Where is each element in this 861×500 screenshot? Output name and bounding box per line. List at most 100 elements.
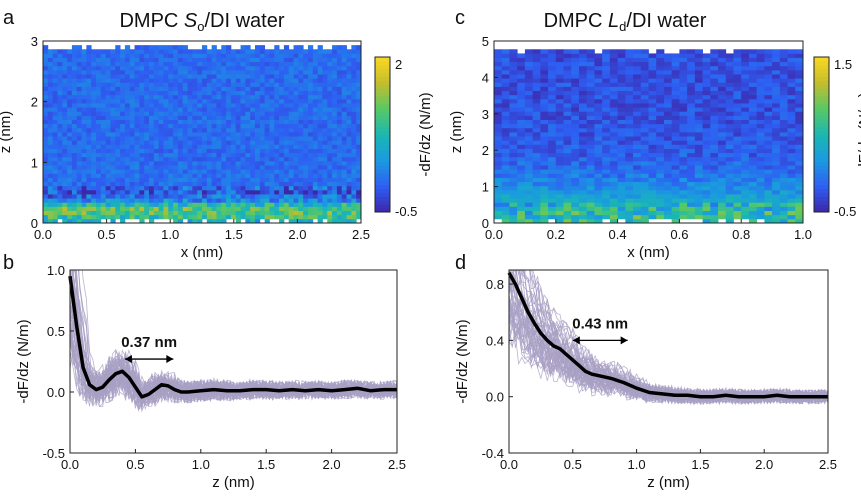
heatmap-cell <box>694 69 703 75</box>
heatmap-cell <box>346 189 352 195</box>
heatmap-cell <box>86 177 92 183</box>
heatmap-cell <box>158 152 164 158</box>
heatmap-cell <box>67 69 73 75</box>
heatmap-cell <box>149 107 155 112</box>
heatmap-cell <box>264 181 270 187</box>
heatmap-cell <box>71 82 78 87</box>
heatmap-cell <box>202 136 208 141</box>
heatmap-cell <box>586 144 595 149</box>
heatmap-cell <box>67 123 73 129</box>
heatmap-cell <box>221 98 227 104</box>
heatmap-cell <box>341 202 347 207</box>
heatmap-cell <box>312 111 319 116</box>
heatmap-cell <box>81 127 87 133</box>
heatmap-cell <box>555 148 564 154</box>
heatmap-cell <box>226 140 232 145</box>
heatmap-cell <box>255 49 261 54</box>
heatmap-cell <box>663 94 673 100</box>
heatmap-cell <box>216 177 222 183</box>
heatmap-cell <box>250 127 256 133</box>
heatmap-cell <box>144 169 150 174</box>
heatmap-cell <box>100 132 107 137</box>
heatmap-cell <box>168 45 174 50</box>
heatmap-cell <box>259 152 266 158</box>
heatmap-cell <box>694 177 703 183</box>
heatmap-cell <box>663 90 673 96</box>
heatmap-cell <box>772 206 781 211</box>
heatmap-cell <box>640 160 649 166</box>
heatmap-cell <box>356 82 362 87</box>
heatmap-cell <box>134 206 140 211</box>
heatmap-cell <box>43 148 49 154</box>
heatmap-cell <box>47 156 54 162</box>
heatmap-cell <box>250 218 256 224</box>
heatmap-cell <box>332 132 338 137</box>
heatmap-cell <box>687 82 696 87</box>
heatmap-cell <box>336 160 343 166</box>
heatmap-cell <box>517 107 526 112</box>
heatmap-cell <box>710 86 719 92</box>
heatmap-cell <box>67 78 73 83</box>
heatmap-cell <box>571 111 580 116</box>
heatmap-cell <box>81 177 87 183</box>
heatmap-cell <box>679 152 688 158</box>
heatmap-cell <box>206 218 213 224</box>
heatmap-cell <box>62 185 68 191</box>
heatmap-cell <box>327 189 333 195</box>
heatmap-cell <box>663 189 673 195</box>
heatmap-cell <box>322 140 328 145</box>
heatmap-cell <box>259 165 266 170</box>
heatmap-cell <box>211 119 217 125</box>
heatmap-cell <box>322 57 328 63</box>
heatmap-cell <box>279 103 285 108</box>
heatmap-cell <box>153 136 160 141</box>
heatmap-cell <box>710 90 719 96</box>
heatmap-cell <box>640 119 649 125</box>
heatmap-cell <box>230 140 237 145</box>
colorbar-segment <box>375 181 390 186</box>
heatmap-cell <box>548 132 557 137</box>
heatmap-cell <box>81 156 87 162</box>
heatmap-cell <box>548 53 557 58</box>
heatmap-cell <box>594 65 603 71</box>
heatmap-cell <box>648 69 657 75</box>
heatmap-cell <box>524 69 534 75</box>
heatmap-cell <box>288 49 294 54</box>
heatmap-cell <box>687 136 696 141</box>
heatmap-cell <box>303 69 309 75</box>
heatmap-cell <box>725 69 734 75</box>
heatmap-cell <box>351 140 357 145</box>
heatmap-cell <box>163 214 169 220</box>
heatmap-cell <box>571 82 580 87</box>
heatmap-cell <box>163 103 169 108</box>
heatmap-cell <box>71 49 78 54</box>
heatmap-cell <box>501 98 510 104</box>
heatmap-cell <box>197 82 203 87</box>
heatmap-cell <box>250 90 256 96</box>
heatmap-cell <box>245 218 251 224</box>
heatmap-cell <box>702 132 711 137</box>
heatmap-cell <box>57 173 63 178</box>
heatmap-cell <box>602 140 611 145</box>
heatmap-cell <box>679 119 688 125</box>
heatmap-cell <box>163 152 169 158</box>
heatmap-cell <box>230 119 237 125</box>
heatmap-cell <box>555 123 564 129</box>
heatmap-cell <box>216 57 222 63</box>
heatmap-cell <box>81 69 87 75</box>
heatmap-cell <box>571 160 580 166</box>
heatmap-cell <box>274 214 280 220</box>
heatmap-cell <box>494 57 503 63</box>
heatmap-cell <box>509 86 518 92</box>
heatmap-cell <box>168 185 174 191</box>
heatmap-cell <box>308 173 314 178</box>
heatmap-cell <box>192 82 198 87</box>
heatmap-cell <box>163 98 169 104</box>
heatmap-cell <box>279 86 285 92</box>
heatmap-cell <box>341 181 347 187</box>
heatmap-cell <box>245 148 251 154</box>
heatmap-cell <box>86 148 92 154</box>
heatmap-cell <box>648 177 657 183</box>
heatmap-cell <box>279 185 285 191</box>
heatmap-cell <box>173 119 179 125</box>
